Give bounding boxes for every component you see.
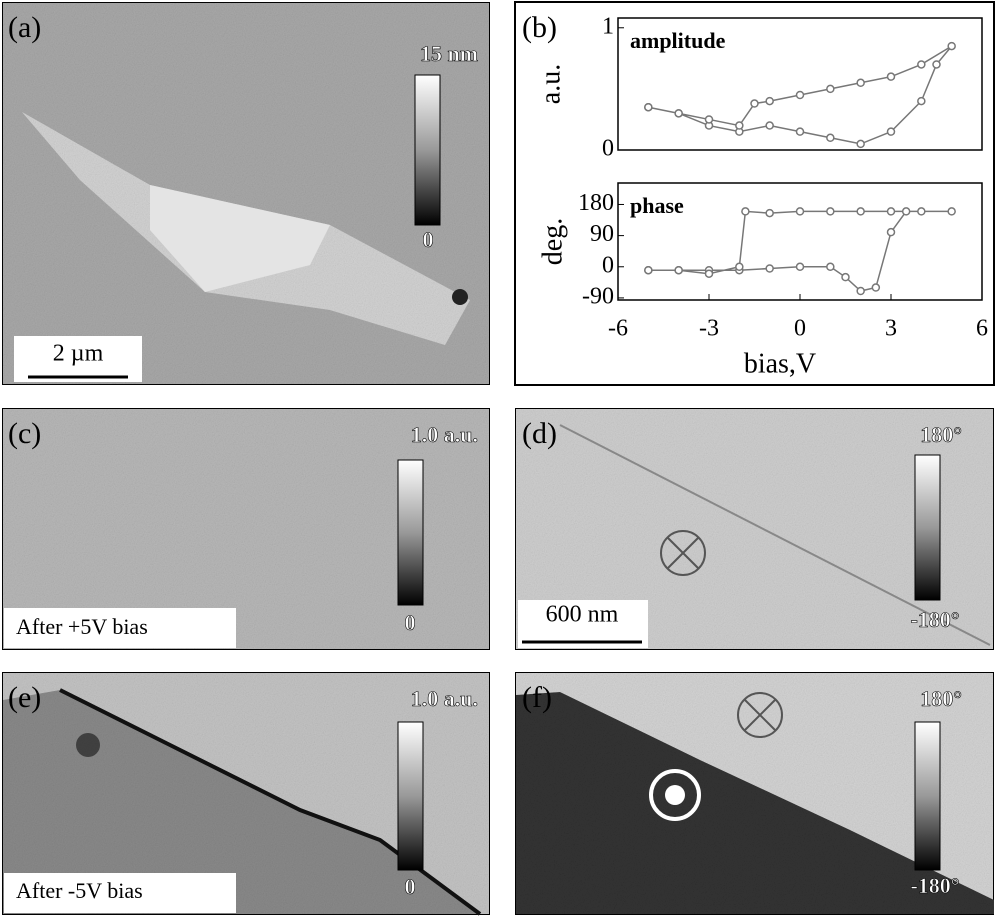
panel-label: (c) <box>8 417 41 450</box>
data-point <box>766 122 773 129</box>
data-point <box>827 134 834 141</box>
y-tick-label: 0 <box>602 136 614 162</box>
y-tick-label: 90 <box>590 221 614 247</box>
data-point <box>766 265 773 272</box>
data-point <box>827 263 834 270</box>
panel-label: (b) <box>522 11 557 44</box>
chart-title: phase <box>630 193 684 218</box>
panel-c: (c) 1.0 a.u. 0 After +5V bias <box>2 408 490 650</box>
panel-label: (e) <box>8 681 41 714</box>
data-point <box>645 104 652 111</box>
note: After -5V bias <box>16 878 143 903</box>
scalebar-label: 600 nm <box>546 602 619 628</box>
y-axis-label: deg. <box>537 218 568 265</box>
panel-d: (d) 180° -180° 600 nm <box>515 408 994 650</box>
data-point <box>888 229 895 236</box>
data-point <box>751 100 758 107</box>
chart-title: amplitude <box>630 28 726 53</box>
colorbar-top: 1.0 a.u. <box>411 422 478 447</box>
scalebar-label: 2 µm <box>53 341 104 367</box>
y-axis-label: a.u. <box>535 64 566 104</box>
data-point <box>948 208 955 215</box>
x-tick-label: -6 <box>608 316 628 342</box>
colorbar <box>415 75 440 225</box>
x-tick-label: -3 <box>699 316 719 342</box>
colorbar-bottom: 0 <box>423 227 434 252</box>
data-point <box>933 61 940 68</box>
data-point <box>857 288 864 295</box>
data-point <box>948 43 955 50</box>
data-point <box>797 208 804 215</box>
x-axis-label: bias,V <box>744 348 816 379</box>
data-point <box>872 284 879 291</box>
data-point <box>918 208 925 215</box>
data-point <box>706 270 713 277</box>
panel-e: (e) 1.0 a.u. 0 After -5V bias <box>2 672 490 915</box>
colorbar <box>915 722 940 870</box>
panel-label: (f) <box>522 681 552 714</box>
y-tick-label: -90 <box>582 283 614 309</box>
colorbar-top: 1.0 a.u. <box>411 686 478 711</box>
data-point <box>857 79 864 86</box>
data-point <box>706 116 713 123</box>
note: After +5V bias <box>16 614 148 639</box>
y-tick-label: 0 <box>602 252 614 278</box>
data-point <box>675 267 682 274</box>
colorbar <box>915 455 940 600</box>
panel-a: (a) 15 nm 0 2 µm <box>2 2 490 385</box>
data-point <box>827 85 834 92</box>
colorbar-bottom: -180° <box>910 873 959 898</box>
colorbar-bottom: 0 <box>405 610 416 635</box>
colorbar <box>398 722 423 870</box>
data-point <box>742 208 749 215</box>
data-point <box>903 208 910 215</box>
x-tick-label: 6 <box>976 316 988 342</box>
figure: (a) 15 nm 0 2 µm (b) 0 1 amplitude a.u. -90 0… <box>0 0 996 917</box>
colorbar-bottom: -180° <box>910 607 959 632</box>
x-tick-label: 0 <box>794 316 806 342</box>
y-tick-label: 180 <box>578 190 614 216</box>
panel-f: (f) 180° -180° <box>515 672 994 915</box>
data-point <box>766 98 773 105</box>
data-point <box>888 208 895 215</box>
data-point <box>918 61 925 68</box>
panel-b: (b) 0 1 amplitude a.u. -90 0 90 180 -6 -3 0 3 6 phase… <box>515 2 994 385</box>
data-point <box>736 122 743 129</box>
data-point <box>766 210 773 217</box>
colorbar <box>398 460 423 605</box>
colorbar-top: 180° <box>920 422 962 447</box>
defect <box>76 733 100 757</box>
colorbar-bottom: 0 <box>405 874 416 899</box>
data-point <box>645 267 652 274</box>
data-point <box>797 92 804 99</box>
data-point <box>857 208 864 215</box>
colorbar-top: 180° <box>920 686 962 711</box>
data-point <box>888 73 895 80</box>
data-point <box>675 110 682 117</box>
data-point <box>797 263 804 270</box>
y-tick-label: 1 <box>602 13 614 39</box>
data-point <box>918 98 925 105</box>
data-point <box>888 128 895 135</box>
data-point <box>827 208 834 215</box>
x-tick-label: 3 <box>885 316 897 342</box>
panel-label: (d) <box>522 417 557 450</box>
data-point <box>842 274 849 281</box>
panel-label: (a) <box>8 11 41 44</box>
data-point <box>797 128 804 135</box>
defect <box>452 289 468 305</box>
data-point <box>857 140 864 147</box>
colorbar-top: 15 nm <box>420 41 478 66</box>
data-point <box>736 263 743 270</box>
